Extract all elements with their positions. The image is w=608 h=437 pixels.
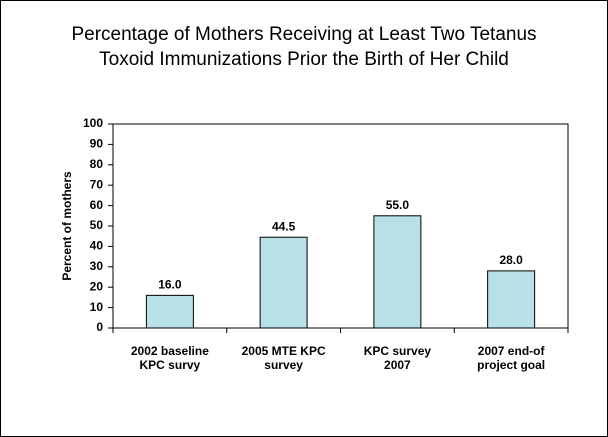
y-tick-label: 50: [90, 218, 104, 232]
bar: [145, 294, 194, 329]
y-tick-label: 100: [83, 116, 103, 130]
value-label: 28.0: [499, 253, 523, 267]
y-tick-label: 20: [90, 279, 104, 293]
value-label: 44.5: [272, 219, 296, 233]
y-axis-label: Percent of mothers: [60, 171, 74, 281]
y-tick-label: 90: [90, 137, 104, 151]
bar: [259, 236, 308, 329]
y-tick-label: 70: [90, 177, 104, 191]
chart-title: Percentage of Mothers Receiving at Least…: [71, 24, 536, 70]
x-tick-label: 2007 end-of project goal: [477, 344, 545, 372]
value-label: 16.0: [158, 278, 182, 292]
value-label: 55.0: [386, 198, 410, 212]
y-tick-label: 0: [96, 320, 103, 334]
y-tick-label: 30: [90, 259, 104, 273]
x-tick-label: 2005 MTE KPC survey: [242, 344, 326, 372]
y-tick-label: 80: [90, 157, 104, 171]
y-tick-label: 10: [90, 300, 104, 314]
x-tick-label: KPC survey 2007: [364, 344, 432, 372]
bar: [487, 270, 536, 329]
x-tick-label: 2002 baseline KPC survy: [131, 344, 209, 372]
y-tick-label: 40: [90, 239, 104, 253]
y-tick-label: 60: [90, 198, 104, 212]
bar: [373, 215, 422, 329]
